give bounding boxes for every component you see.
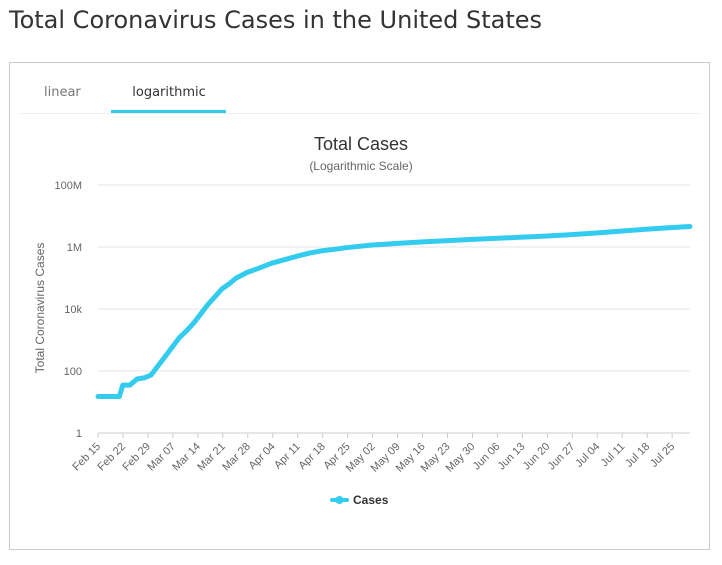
x-tick-label: Apr 04: [246, 441, 277, 472]
y-tick-label: 1: [76, 428, 82, 440]
x-tick-label: Jun 27: [546, 441, 578, 473]
series-layer: [95, 224, 693, 399]
x-tick-label: Jul 18: [623, 441, 652, 470]
x-tick-label: Jun 13: [496, 441, 528, 473]
legend-label-cases: Cases: [353, 493, 389, 507]
y-tick-label: 100: [64, 366, 82, 378]
y-axis-label: Total Coronavirus Cases: [33, 243, 47, 374]
x-tick-label: Apr 11: [272, 441, 303, 472]
legend[interactable]: Cases: [330, 493, 389, 507]
x-tick-label: Jul 25: [648, 441, 677, 470]
chart-panel: linear logarithmic: [9, 62, 710, 550]
scale-tabs: linear logarithmic: [20, 77, 700, 114]
x-tick-label: Jul 11: [599, 441, 628, 470]
tab-linear[interactable]: linear: [44, 85, 81, 100]
y-tick-label: 1M: [67, 242, 82, 254]
legend-marker: [335, 496, 344, 504]
tab-logarithmic[interactable]: logarithmic: [132, 85, 206, 100]
x-tick-label: Jun 06: [471, 441, 503, 473]
active-tab-indicator: [111, 110, 226, 113]
gridlines: [98, 184, 690, 434]
page-title: Total Coronavirus Cases in the United St…: [9, 6, 543, 34]
x-tick-label: Mar 28: [220, 441, 253, 474]
y-axis-ticks: 100M 1M 10k 100 1: [54, 180, 82, 440]
y-tick-label: 10k: [64, 304, 82, 316]
x-tick-label: Jul 04: [573, 441, 602, 470]
x-tick-label: Apr 18: [296, 441, 327, 472]
chart-title: Total Cases: [314, 134, 408, 154]
y-tick-label: 100M: [54, 180, 82, 192]
x-tick-label: Jun 20: [521, 441, 553, 473]
chart-subtitle: (Logarithmic Scale): [309, 159, 412, 173]
